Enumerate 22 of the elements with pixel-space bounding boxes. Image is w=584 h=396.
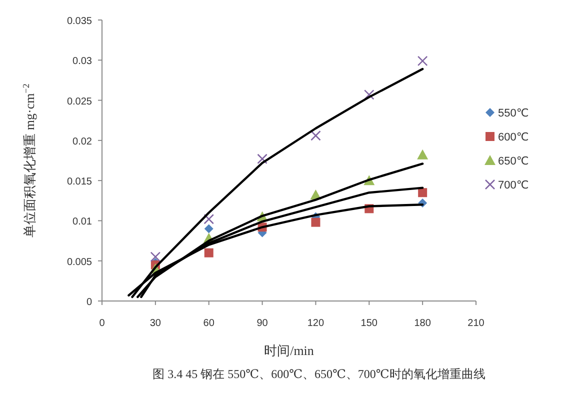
y-tick-label: 0.005 [66,256,92,268]
x-tick-label: 60 [203,318,215,329]
x-tick-label: 150 [360,318,378,329]
legend-label: 700℃ [498,180,529,192]
caption: 图 3.4 45 钢在 550℃、600℃、650℃、700℃时的氧化增重曲线 [152,367,486,381]
legend-label: 550℃ [498,108,529,120]
y-tick-label: 0.01 [72,216,92,228]
x-tick-label: 120 [307,318,324,329]
y-tick-label: 0.035 [66,16,92,27]
y-tick-label: 0 [86,297,92,308]
x-tick-label: 210 [468,318,485,329]
legend-label: 600℃ [498,132,529,144]
y-tick-label: 0.015 [66,176,92,188]
x-tick-label: 90 [256,318,268,329]
y-tick-label: 0.02 [72,136,92,148]
x-tick-label: 180 [414,318,432,329]
legend-label: 650℃ [498,156,529,168]
y-tick-label: 0.025 [66,96,92,108]
y-tick-label: 0.03 [72,56,92,68]
x-axis-title: 时间/min [264,343,314,358]
x-tick-label: 0 [99,318,106,329]
x-tick-label: 30 [150,318,162,329]
